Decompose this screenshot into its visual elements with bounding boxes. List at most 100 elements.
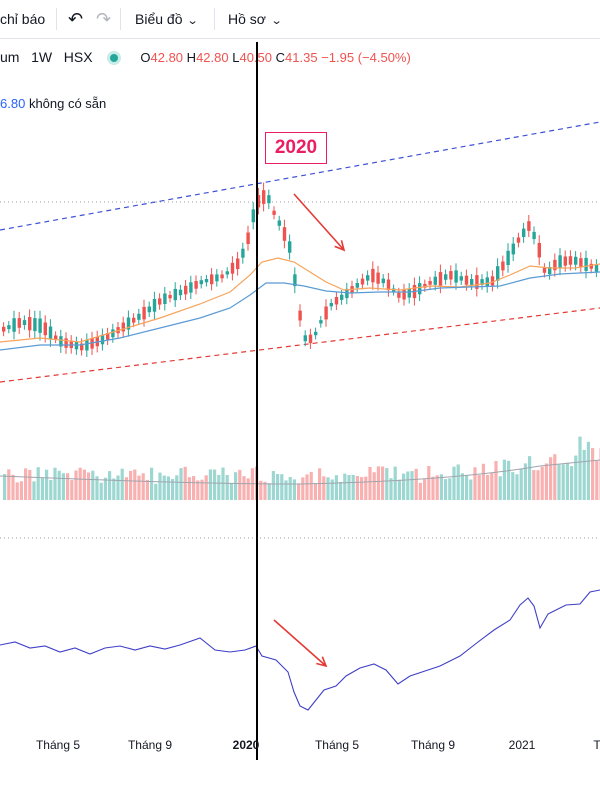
candle-body <box>262 190 266 204</box>
volume-bar <box>565 462 569 500</box>
ohlc-values: O42.80 H42.80 L40.50 C41.35 −1.95 (−4.50… <box>140 50 411 65</box>
volume-bar <box>246 478 250 500</box>
candle-body <box>7 325 11 330</box>
volume-bar <box>49 480 53 500</box>
time-tick: 2021 <box>508 738 536 752</box>
volume-bar <box>355 476 359 500</box>
candle-body <box>303 335 307 342</box>
candle-body <box>298 310 302 321</box>
candle-body <box>147 306 151 313</box>
candle-body <box>28 317 32 331</box>
volume-bar <box>481 463 485 500</box>
candle-body <box>558 255 562 269</box>
candle-body <box>2 326 6 332</box>
trend-arrow-icon <box>273 619 327 667</box>
candle-body <box>444 274 448 280</box>
profile-label: Hồ sơ <box>228 11 266 27</box>
volume-bar <box>410 471 414 500</box>
volume-bar <box>574 455 578 500</box>
volume-bar <box>414 468 418 500</box>
candle-body <box>532 231 536 240</box>
chart-type-dropdown[interactable]: Biểu đồ ⌄ <box>135 0 200 38</box>
volume-bar <box>11 474 15 500</box>
volume-bar <box>498 476 502 500</box>
volume-bar <box>204 475 208 500</box>
volume-bar <box>238 469 242 500</box>
time-tick: Tháng 5 <box>35 738 81 752</box>
candle-body <box>542 267 547 273</box>
candle-body <box>568 256 573 265</box>
profile-dropdown[interactable]: Hồ sơ ⌄ <box>228 0 283 38</box>
volume-bar <box>490 473 494 500</box>
volume-bar <box>477 475 481 500</box>
volume-bar <box>61 473 65 500</box>
volume-bar <box>494 461 498 500</box>
undo-icon[interactable]: ↶ <box>68 9 84 29</box>
candle-body <box>584 257 588 271</box>
redo-icon[interactable]: ↷ <box>96 9 112 29</box>
volume-bar <box>200 479 204 500</box>
candle-body <box>480 279 484 285</box>
volume-bar <box>284 480 288 500</box>
volume-bar <box>276 474 280 500</box>
time-axis: Tháng 5 Tháng 9 2020 Tháng 5 Tháng 9 202… <box>0 732 600 762</box>
volume-bar <box>150 467 154 500</box>
indicators-button[interactable]: chỉ báo <box>0 11 46 27</box>
volume-bar <box>280 474 284 500</box>
volume-bar <box>179 468 183 500</box>
chevron-down-icon: ⌄ <box>270 15 283 27</box>
volume-bar <box>423 479 427 500</box>
volume-bar <box>292 479 296 500</box>
volume-bar <box>15 482 19 500</box>
volume-bar <box>515 474 519 500</box>
volume-bar <box>540 466 544 500</box>
volume-bar <box>133 469 137 500</box>
volume-bar <box>381 466 385 500</box>
candle-body <box>106 333 110 340</box>
volume-bar <box>187 477 191 500</box>
volume-bar <box>229 483 233 500</box>
volume-bar <box>36 467 40 500</box>
volume-bar <box>549 457 553 500</box>
volume-bar <box>32 481 36 500</box>
candle-body <box>64 338 68 348</box>
volume-ma-line <box>0 459 600 485</box>
candle-body <box>553 259 557 271</box>
volume-bar <box>78 467 82 500</box>
candle-body <box>100 334 105 345</box>
volume-bar <box>368 467 372 500</box>
volume-bar <box>158 472 162 500</box>
year-annotation[interactable]: 2020 <box>265 132 327 164</box>
chevron-down-icon: ⌄ <box>187 15 200 27</box>
candle-body <box>366 275 370 281</box>
volume-bar <box>112 478 116 500</box>
volume-bar <box>66 473 70 500</box>
candle-body <box>454 270 458 283</box>
volume-bar <box>557 464 561 500</box>
indicator-line <box>0 589 600 711</box>
toolbar-divider <box>56 8 57 30</box>
candle-body <box>69 340 73 349</box>
candle-body <box>459 276 463 281</box>
candle-body <box>38 318 42 333</box>
volume-bar <box>444 479 448 500</box>
volume-bar <box>372 472 376 500</box>
candle-body <box>371 268 375 283</box>
volume-bar <box>364 476 368 500</box>
volume-bar <box>129 470 133 500</box>
volume-bar <box>45 469 49 500</box>
volume-bar <box>116 475 120 500</box>
volume-bar <box>532 470 536 500</box>
volume-bar <box>234 472 238 500</box>
candle-body <box>236 258 240 270</box>
volume-bar <box>24 468 28 500</box>
interval-label[interactable]: 1W <box>31 49 53 65</box>
volume-bar <box>486 474 490 500</box>
volume-bar <box>196 480 200 500</box>
candle-body <box>59 336 63 347</box>
candle-body <box>376 272 380 284</box>
volume-bar <box>326 477 330 500</box>
volume-bar <box>456 464 460 500</box>
symbol-name[interactable]: um <box>0 49 20 65</box>
